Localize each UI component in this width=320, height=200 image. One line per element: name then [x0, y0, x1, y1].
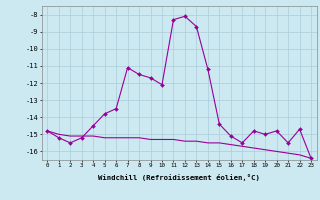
X-axis label: Windchill (Refroidissement éolien,°C): Windchill (Refroidissement éolien,°C) [98, 174, 260, 181]
